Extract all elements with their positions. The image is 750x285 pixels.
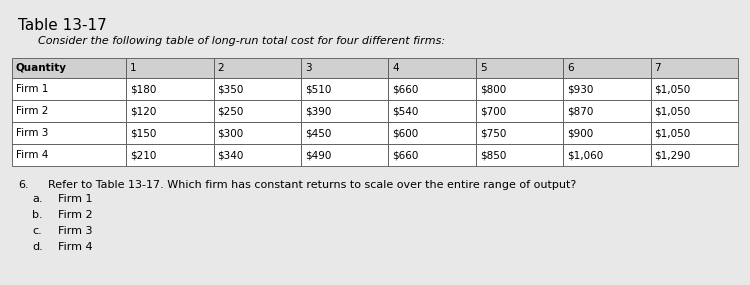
Text: 1: 1 — [130, 63, 136, 73]
Text: Firm 4: Firm 4 — [16, 150, 48, 160]
Text: $800: $800 — [480, 84, 506, 94]
Bar — [301, 122, 388, 144]
Text: 6.: 6. — [18, 180, 28, 190]
Text: Quantity: Quantity — [16, 63, 67, 73]
Bar — [12, 144, 126, 166]
Bar — [476, 122, 563, 144]
Text: 4: 4 — [392, 63, 399, 73]
Text: Consider the following table of long-run total cost for four different firms:: Consider the following table of long-run… — [38, 36, 445, 46]
Bar — [476, 58, 563, 78]
Bar — [388, 100, 476, 122]
Bar — [301, 144, 388, 166]
Bar — [301, 58, 388, 78]
Text: Firm 4: Firm 4 — [58, 242, 93, 252]
Text: $700: $700 — [480, 106, 506, 116]
Text: Firm 1: Firm 1 — [16, 84, 48, 94]
Text: $120: $120 — [130, 106, 157, 116]
Text: Firm 1: Firm 1 — [58, 194, 92, 204]
Text: $150: $150 — [130, 128, 157, 138]
Bar — [563, 144, 650, 166]
Bar — [126, 78, 214, 100]
Text: $210: $210 — [130, 150, 157, 160]
Text: $1,050: $1,050 — [655, 106, 691, 116]
Text: 2: 2 — [217, 63, 224, 73]
Text: $1,060: $1,060 — [567, 150, 604, 160]
Text: $850: $850 — [480, 150, 506, 160]
Text: 6: 6 — [567, 63, 574, 73]
Text: 3: 3 — [305, 63, 312, 73]
Text: 5: 5 — [480, 63, 487, 73]
Bar — [650, 58, 738, 78]
Text: $340: $340 — [217, 150, 244, 160]
Bar — [126, 122, 214, 144]
Bar — [301, 100, 388, 122]
Text: 7: 7 — [655, 63, 662, 73]
Bar — [476, 144, 563, 166]
Text: $540: $540 — [392, 106, 418, 116]
Text: Firm 3: Firm 3 — [16, 128, 48, 138]
Bar — [126, 144, 214, 166]
Text: d.: d. — [32, 242, 43, 252]
Bar — [563, 78, 650, 100]
Text: $1,050: $1,050 — [655, 128, 691, 138]
Text: $490: $490 — [305, 150, 332, 160]
Bar — [301, 78, 388, 100]
Bar — [476, 100, 563, 122]
Text: Table 13-17: Table 13-17 — [18, 18, 106, 33]
Text: $180: $180 — [130, 84, 157, 94]
Bar — [12, 100, 126, 122]
Text: $350: $350 — [217, 84, 244, 94]
Bar — [563, 100, 650, 122]
Text: $390: $390 — [305, 106, 332, 116]
Bar — [12, 78, 126, 100]
Bar — [563, 58, 650, 78]
Bar — [388, 122, 476, 144]
Bar — [126, 58, 214, 78]
Text: $600: $600 — [392, 128, 418, 138]
Text: Firm 2: Firm 2 — [58, 210, 93, 220]
Bar — [650, 144, 738, 166]
Text: $660: $660 — [392, 84, 418, 94]
Text: b.: b. — [32, 210, 43, 220]
Bar — [214, 122, 301, 144]
Bar — [388, 78, 476, 100]
Bar — [388, 58, 476, 78]
Text: Refer to Table 13-17. Which firm has constant returns to scale over the entire r: Refer to Table 13-17. Which firm has con… — [48, 180, 576, 190]
Bar — [476, 78, 563, 100]
Text: $870: $870 — [567, 106, 593, 116]
Bar — [388, 144, 476, 166]
Bar — [12, 122, 126, 144]
Bar — [650, 78, 738, 100]
Text: a.: a. — [32, 194, 43, 204]
Bar — [650, 122, 738, 144]
Bar — [214, 144, 301, 166]
Bar — [12, 58, 126, 78]
Text: $450: $450 — [305, 128, 332, 138]
Text: Firm 2: Firm 2 — [16, 106, 48, 116]
Text: $510: $510 — [305, 84, 332, 94]
Text: $900: $900 — [567, 128, 593, 138]
Bar — [126, 100, 214, 122]
Text: c.: c. — [32, 226, 42, 236]
Bar — [214, 78, 301, 100]
Text: $660: $660 — [392, 150, 418, 160]
Bar — [214, 100, 301, 122]
Bar — [563, 122, 650, 144]
Text: $250: $250 — [217, 106, 244, 116]
Text: $300: $300 — [217, 128, 244, 138]
Text: $930: $930 — [567, 84, 593, 94]
Text: $1,050: $1,050 — [655, 84, 691, 94]
Text: Firm 3: Firm 3 — [58, 226, 92, 236]
Bar — [650, 100, 738, 122]
Text: $1,290: $1,290 — [655, 150, 691, 160]
Bar — [214, 58, 301, 78]
Text: $750: $750 — [480, 128, 506, 138]
